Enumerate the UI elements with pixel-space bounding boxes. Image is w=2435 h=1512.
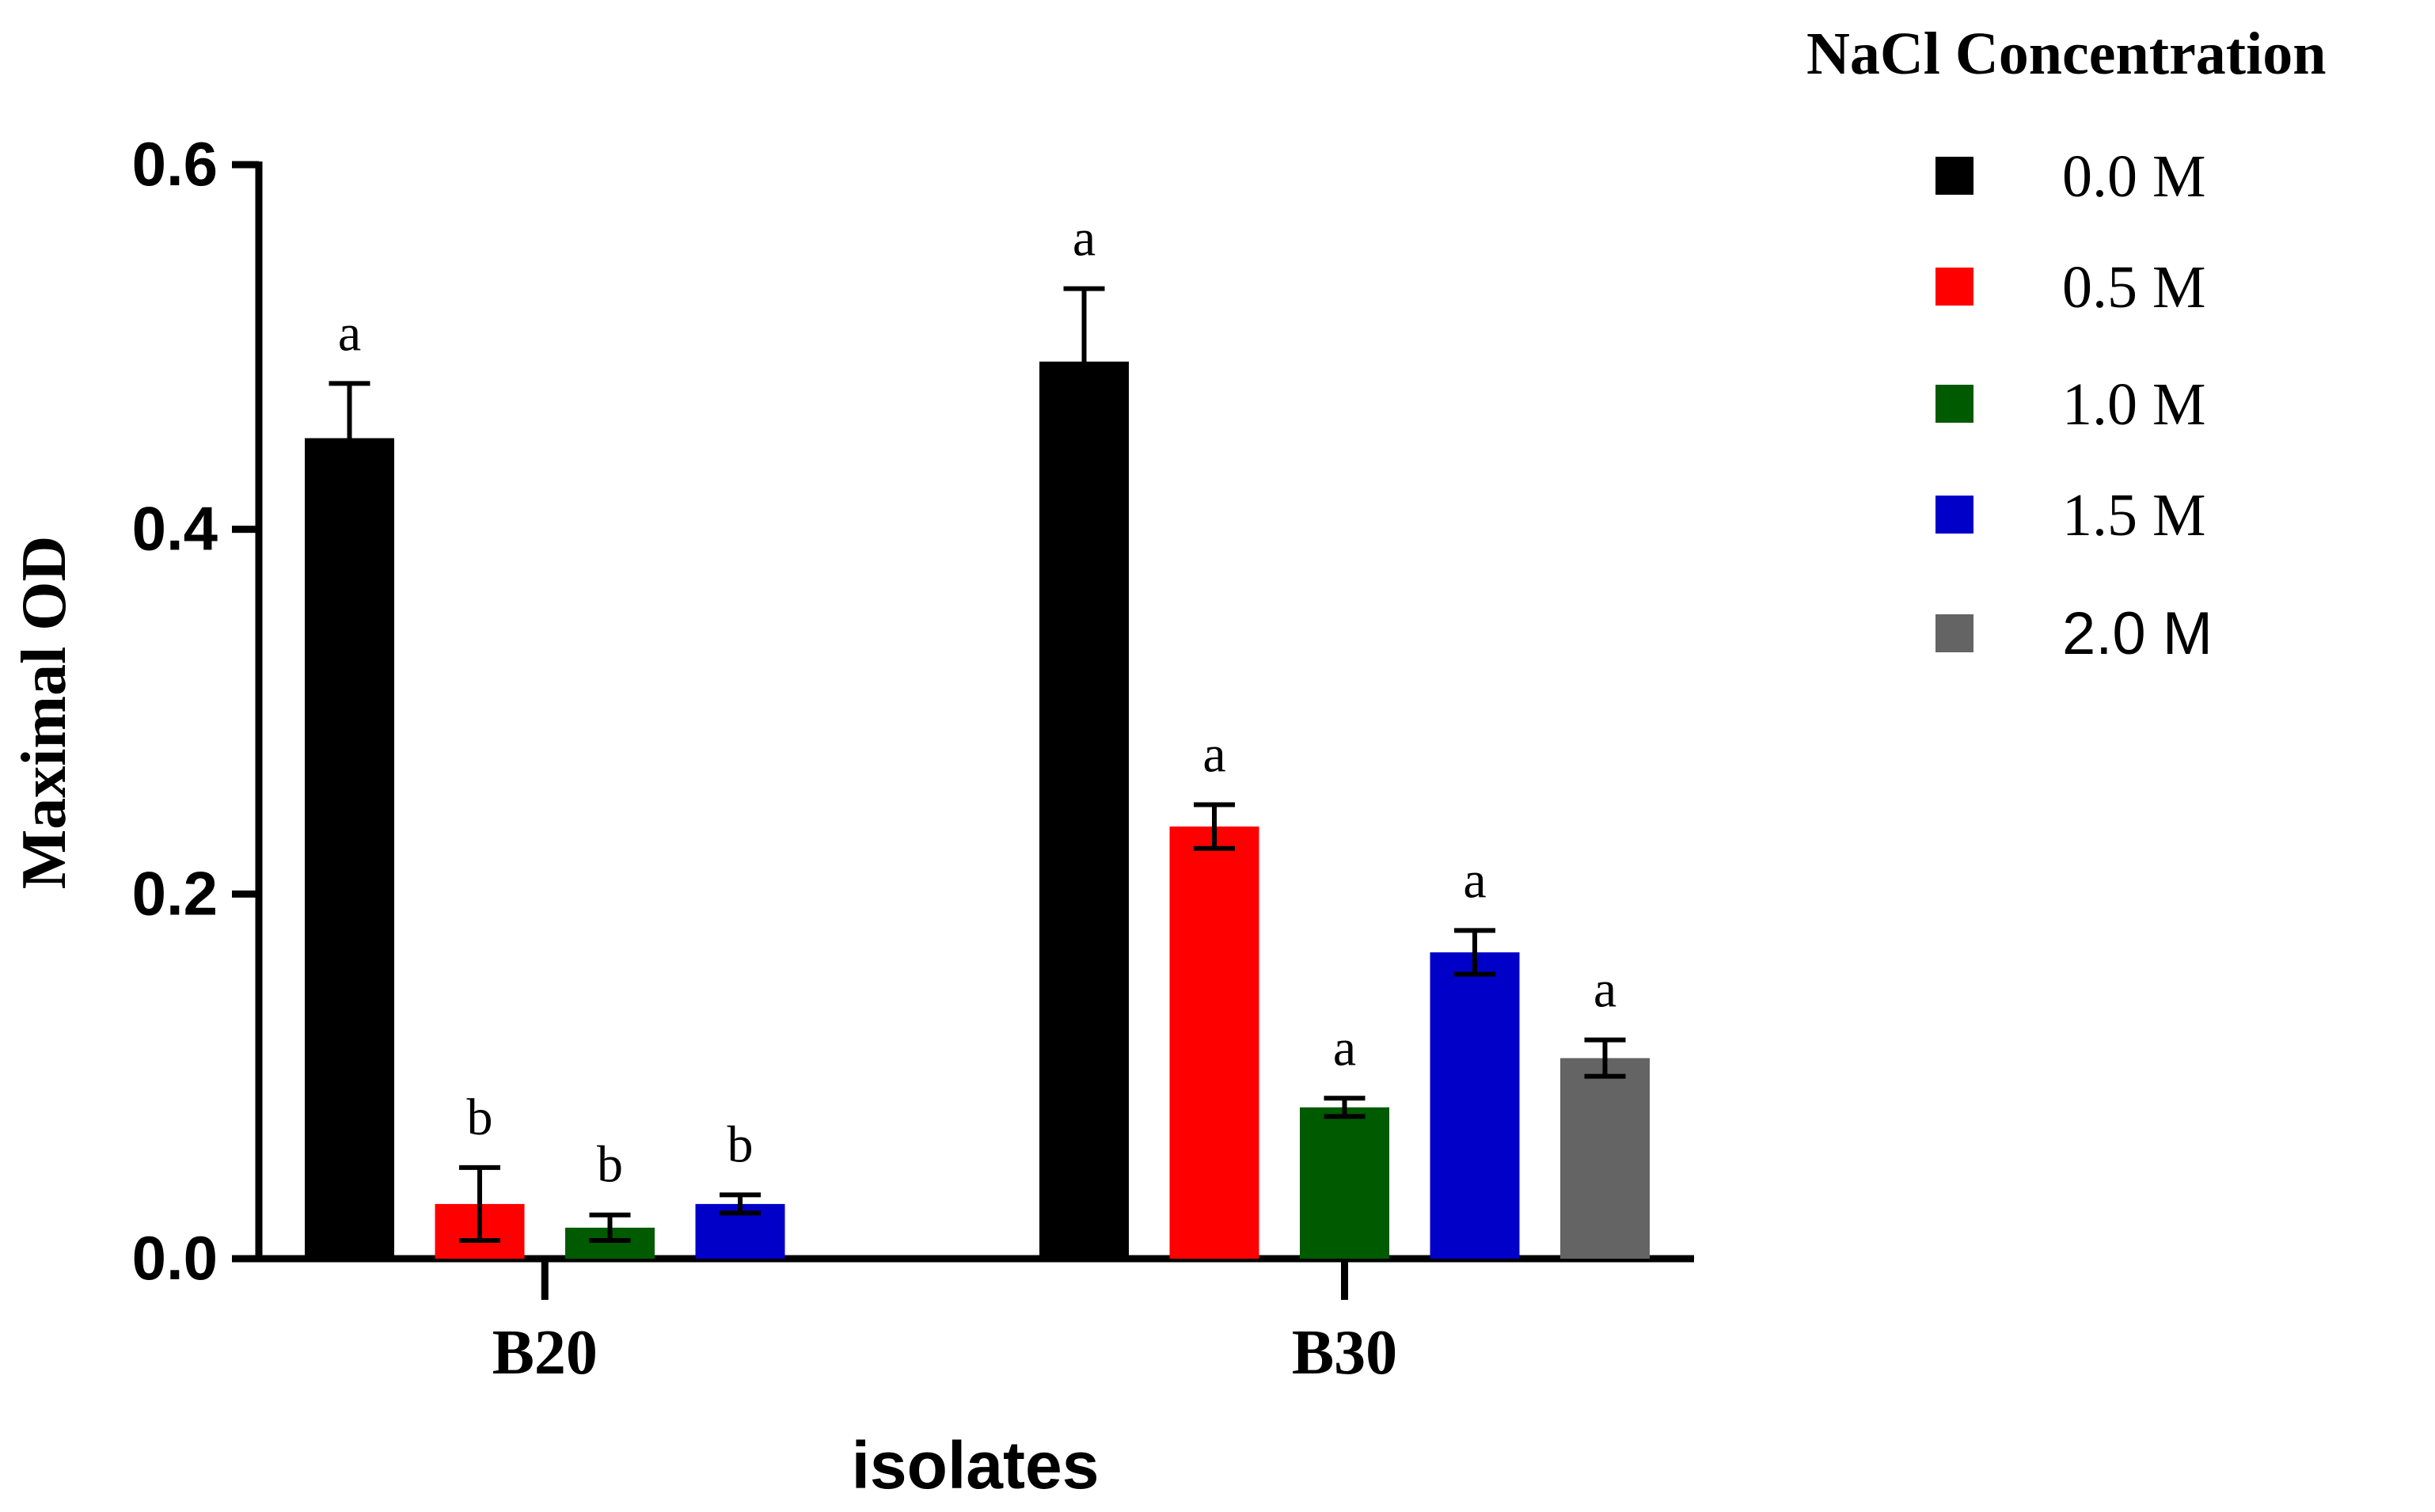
significance-letter: a: [1463, 851, 1486, 909]
significance-letter: a: [338, 304, 361, 362]
bar: [1300, 1107, 1389, 1259]
x-axis-label: isolates: [852, 1428, 1100, 1503]
y-tick-label: 0.6: [132, 129, 218, 199]
legend-swatch: [1935, 614, 1973, 652]
legend-title: NaCl Concentration: [1806, 21, 2327, 87]
bar: [1039, 361, 1129, 1259]
legend-swatch: [1935, 385, 1973, 423]
significance-letter: a: [1202, 725, 1225, 783]
legend-label: 1.0 M: [2062, 371, 2206, 438]
legend-swatch: [1935, 268, 1973, 306]
y-tick-label: 0.2: [132, 858, 218, 928]
significance-letter: b: [727, 1115, 754, 1173]
x-tick-label: B30: [1292, 1318, 1397, 1388]
legend-swatch: [1935, 496, 1973, 534]
y-tick-label: 0.4: [132, 494, 218, 564]
legend-label: 1.5 M: [2062, 482, 2206, 549]
significance-letter: b: [467, 1088, 493, 1146]
significance-letter: b: [597, 1136, 623, 1194]
bar: [305, 438, 394, 1259]
y-axis-label: Maximal OD: [9, 536, 79, 890]
bars: a b b b a a a a a: [305, 210, 1650, 1259]
legend-label: 0.5 M: [2062, 254, 2206, 321]
significance-letter: a: [1073, 210, 1096, 268]
axes: 0.0 0.2 0.4 0.6 B20 B30: [132, 129, 1694, 1388]
y-tick-label: 0.0: [132, 1223, 218, 1293]
legend-label: 0.0 M: [2062, 143, 2206, 210]
legend: 0.0 M 0.5 M 1.0 M 1.5 M 2.0 M: [1935, 143, 2213, 667]
legend-swatch: [1935, 157, 1973, 195]
significance-letter: a: [1594, 961, 1616, 1019]
bar: [1430, 952, 1520, 1259]
significance-letter: a: [1333, 1019, 1356, 1077]
x-tick-label: B20: [492, 1318, 598, 1388]
legend-label: 2.0 M: [2062, 600, 2213, 667]
bar: [1169, 826, 1259, 1259]
bar: [1560, 1058, 1650, 1259]
